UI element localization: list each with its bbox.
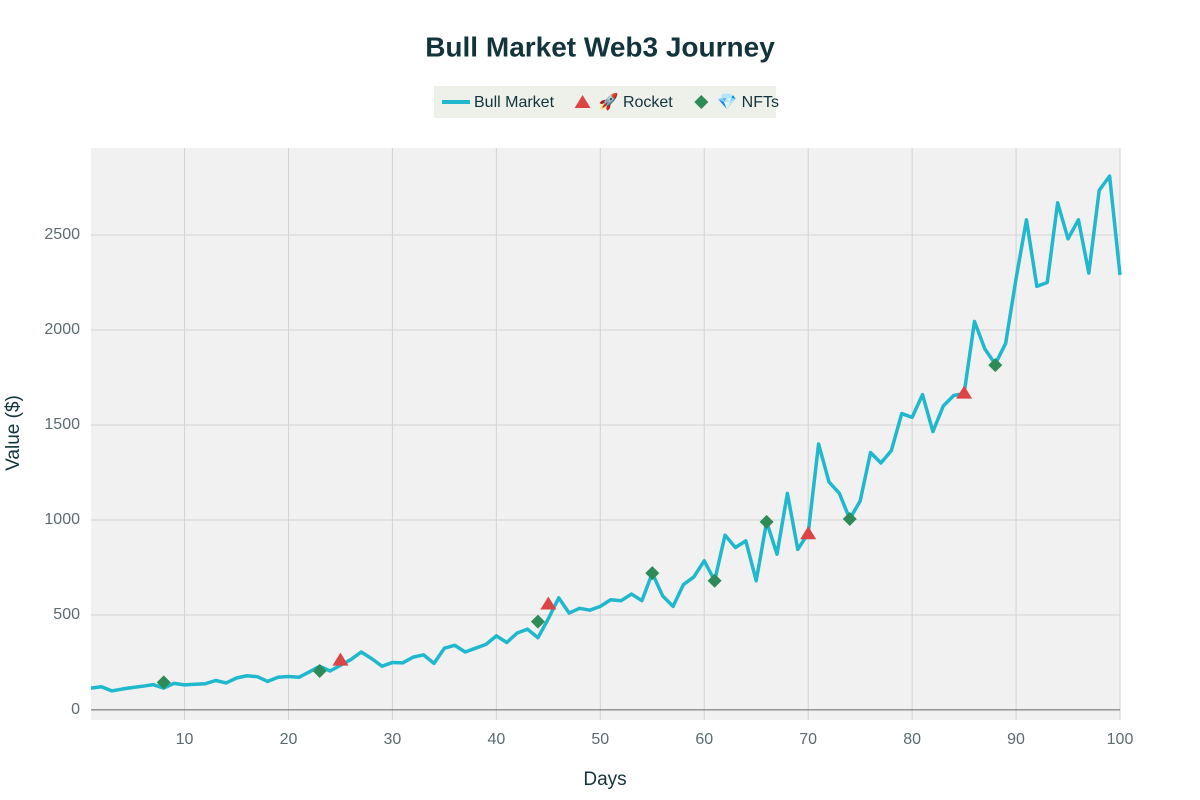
diamond-marker: [694, 95, 709, 109]
legend-label: Bull Market: [474, 94, 555, 111]
diamond-marker: [312, 663, 327, 678]
triangle-marker: [540, 596, 557, 610]
diamond-marker: [530, 614, 545, 629]
legend-label: 💎 NFTs: [717, 93, 779, 111]
marks: [90, 174, 1122, 693]
triangle-marker: [800, 526, 817, 540]
y-tick-label: 0: [71, 701, 80, 718]
chart-title: Bull Market Web3 Journey: [425, 31, 775, 62]
legend-label: 🚀 Rocket: [599, 92, 674, 111]
legend-items: Bull Market 🚀 Rocket 💎 NFTs: [442, 92, 779, 111]
legend: [434, 86, 776, 118]
diamond-marker: [156, 675, 171, 690]
x-tick-label: 50: [591, 731, 609, 748]
diamond-marker: [645, 566, 660, 581]
x-axis-title: Days: [583, 769, 626, 790]
x-tick-label: 60: [695, 731, 713, 748]
plot-area: [91, 148, 1120, 720]
x-tick-label: 100: [1107, 731, 1134, 748]
y-tick-label: 1000: [44, 511, 80, 528]
x-tick-label: 30: [384, 731, 402, 748]
y-tick-label: 2500: [44, 226, 80, 243]
diamond-marker: [988, 358, 1003, 373]
diamond-marker: [707, 573, 722, 588]
triangle-marker: [574, 95, 591, 108]
diamond-marker: [759, 514, 774, 529]
line-series: [90, 174, 1122, 693]
x-tick-label: 20: [280, 731, 298, 748]
diamond-marker: [842, 512, 857, 527]
triangle-marker: [956, 385, 973, 399]
y-tick-label: 1500: [44, 416, 80, 433]
triangle-marker: [332, 652, 349, 666]
y-tick-label: 2000: [44, 321, 80, 338]
x-tick-label: 10: [176, 731, 194, 748]
grid: 10 20 30 40 50 60 70 80 90 1000500100015002000250…: [44, 148, 1133, 748]
x-tick-label: 40: [487, 731, 505, 748]
x-tick-label: 70: [799, 731, 817, 748]
x-tick-label: 90: [1007, 731, 1025, 748]
y-axis-title: Value ($): [3, 395, 24, 471]
x-tick-label: 80: [903, 731, 921, 748]
y-tick-label: 500: [53, 606, 80, 623]
